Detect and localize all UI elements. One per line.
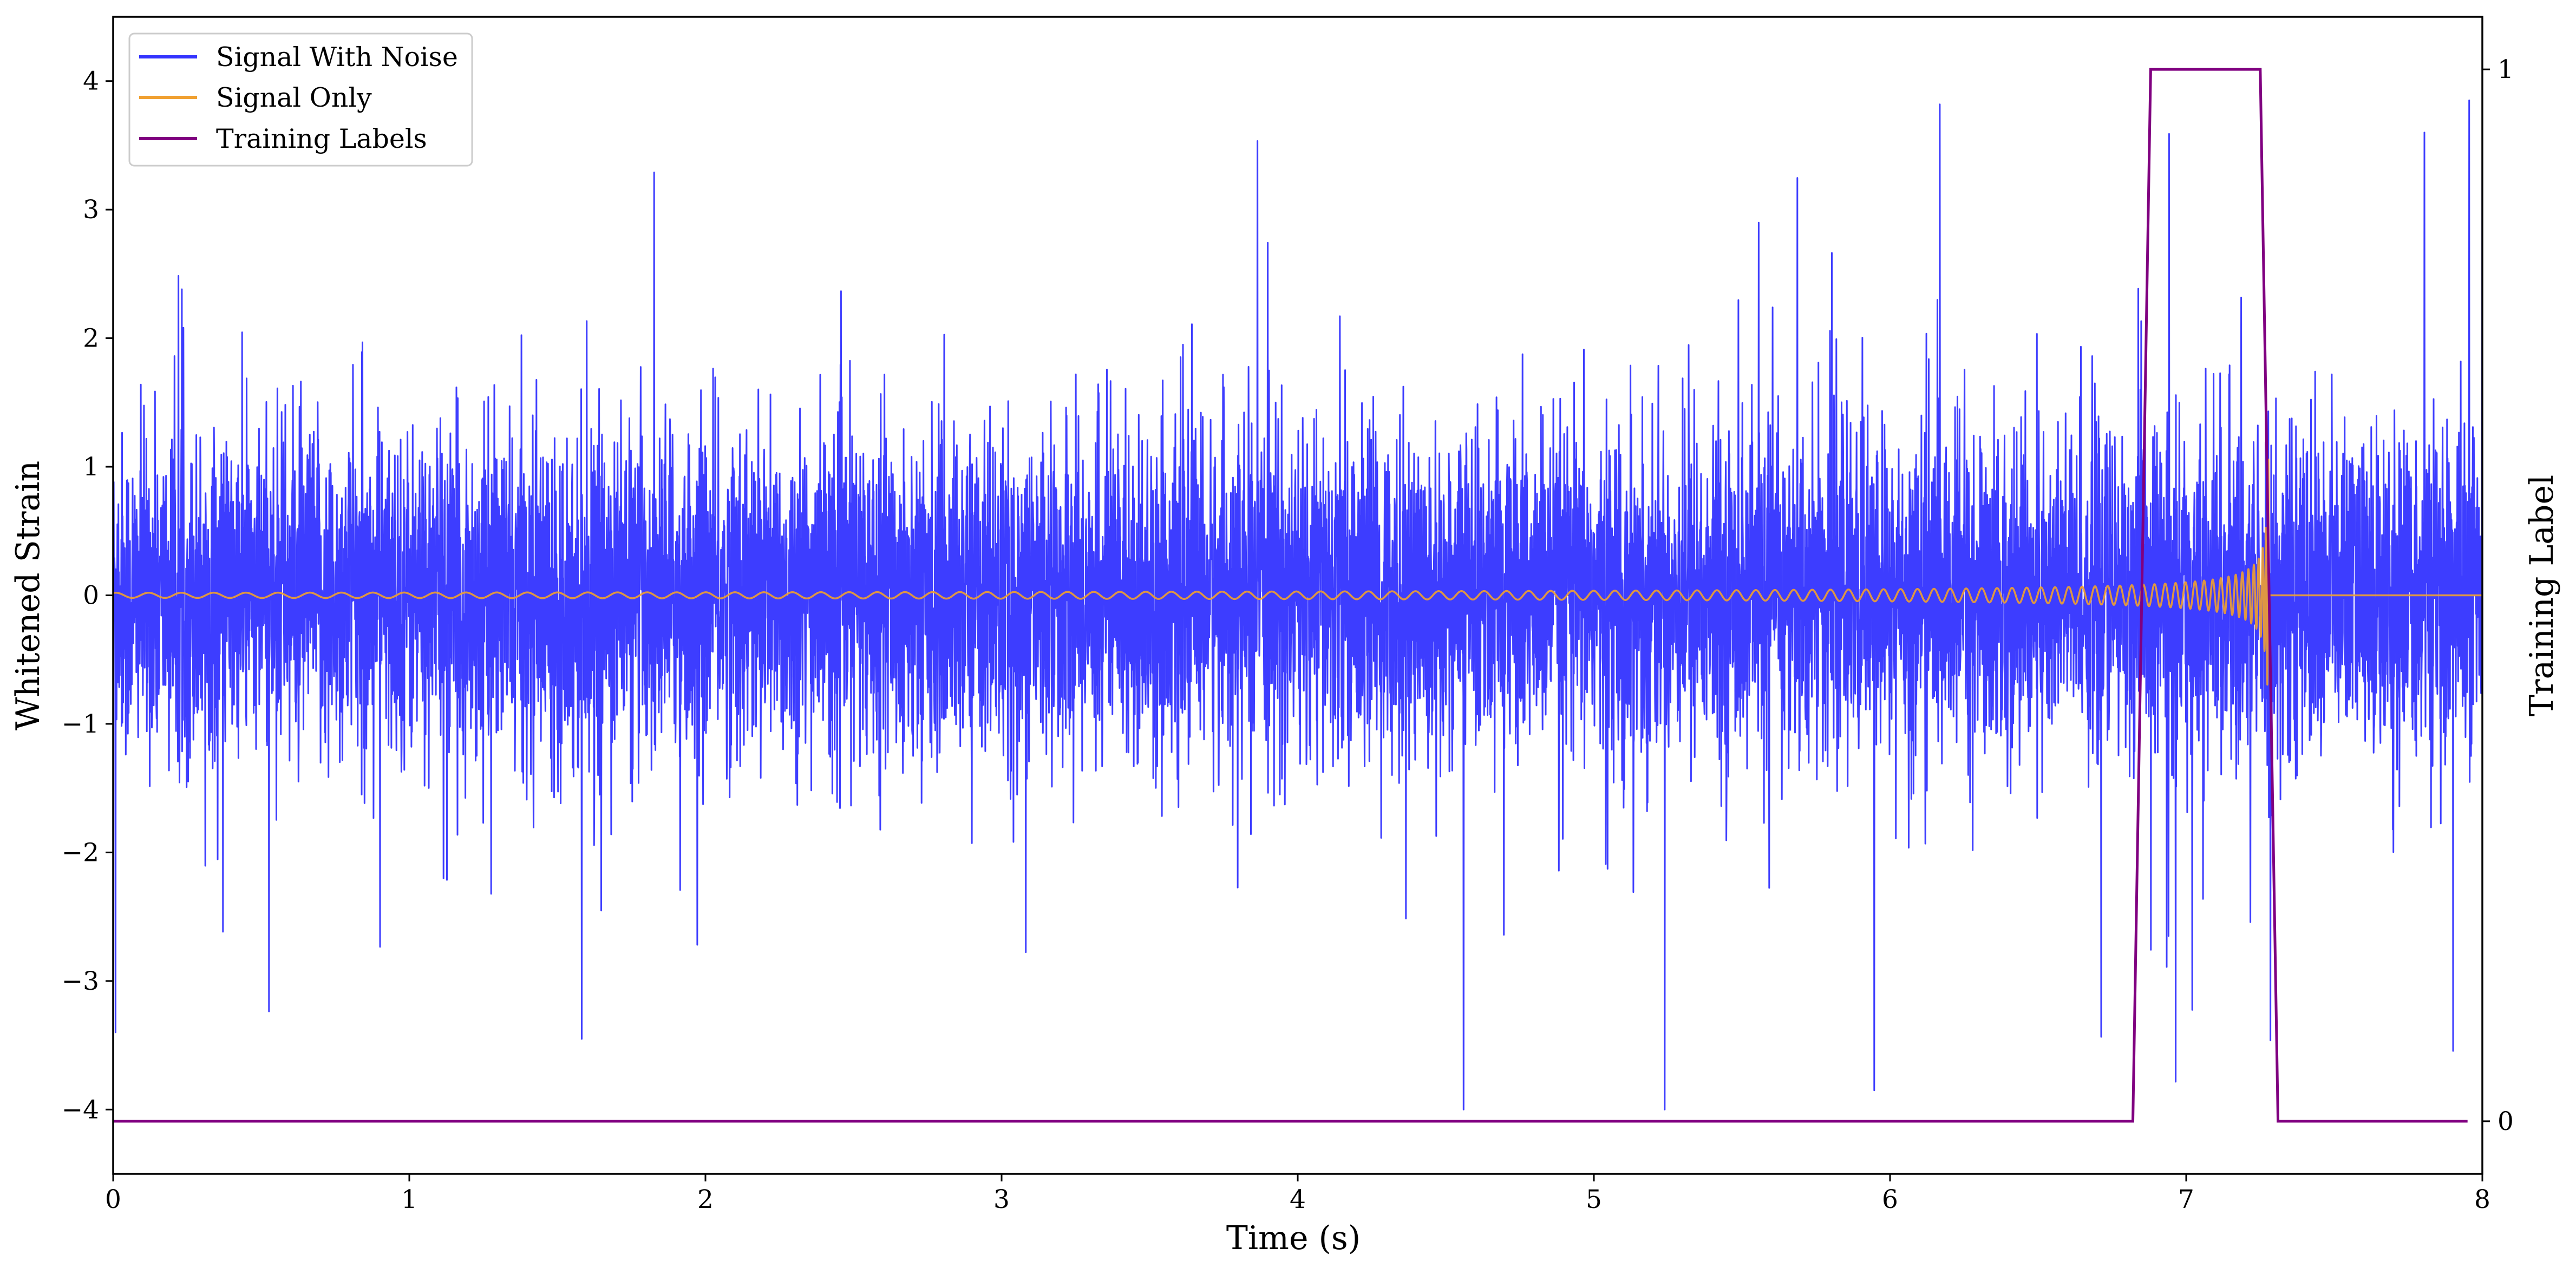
legend-label-signal-with-noise: Signal With Noise: [216, 42, 458, 73]
x-tick-label: 0: [105, 1185, 121, 1214]
y2-axis-ticks: 01: [2482, 55, 2514, 1136]
y-tick-label: 1: [83, 452, 99, 482]
y-tick-label: 2: [83, 324, 99, 354]
y-tick-label: −1: [62, 709, 99, 739]
y2-axis-label: Training Label: [2523, 475, 2561, 716]
x-tick-label: 1: [401, 1185, 417, 1214]
y-tick-label: 3: [83, 195, 99, 225]
y2-tick-label: 0: [2497, 1107, 2514, 1136]
y-axis-label: Whitened Strain: [9, 461, 47, 730]
x-tick-label: 5: [1586, 1185, 1602, 1214]
signal-with-noise-line: [113, 99, 2482, 1110]
x-axis-ticks: 0 1 2 3 4 5 6 7 8: [105, 1174, 2490, 1214]
x-tick-label: 2: [697, 1185, 714, 1214]
x-tick-label: 7: [2178, 1185, 2194, 1214]
y-tick-label: 4: [83, 67, 99, 96]
x-tick-label: 8: [2474, 1185, 2490, 1214]
legend-label-training-labels: Training Labels: [216, 123, 427, 154]
x-tick-label: 6: [1882, 1185, 1898, 1214]
plot-area: [113, 68, 2482, 1123]
legend-frame: [128, 32, 473, 167]
training-labels-line: [113, 68, 2468, 1123]
y-axis-ticks: −4 −3 −2 −1 0 1 2 3 4: [62, 67, 113, 1125]
legend: Signal With Noise Signal Only Training L…: [128, 32, 473, 167]
signal-only-line: [113, 459, 2482, 686]
x-axis-label: Time (s): [1226, 1219, 1361, 1257]
y2-tick-label: 1: [2497, 55, 2514, 84]
y-tick-label: −2: [62, 838, 99, 867]
y-tick-label: −3: [62, 966, 99, 996]
y-tick-label: 0: [83, 581, 99, 611]
y-tick-label: −4: [62, 1095, 99, 1125]
legend-label-signal-only: Signal Only: [216, 82, 372, 113]
x-tick-label: 4: [1290, 1185, 1306, 1214]
x-tick-label: 3: [993, 1185, 1010, 1214]
